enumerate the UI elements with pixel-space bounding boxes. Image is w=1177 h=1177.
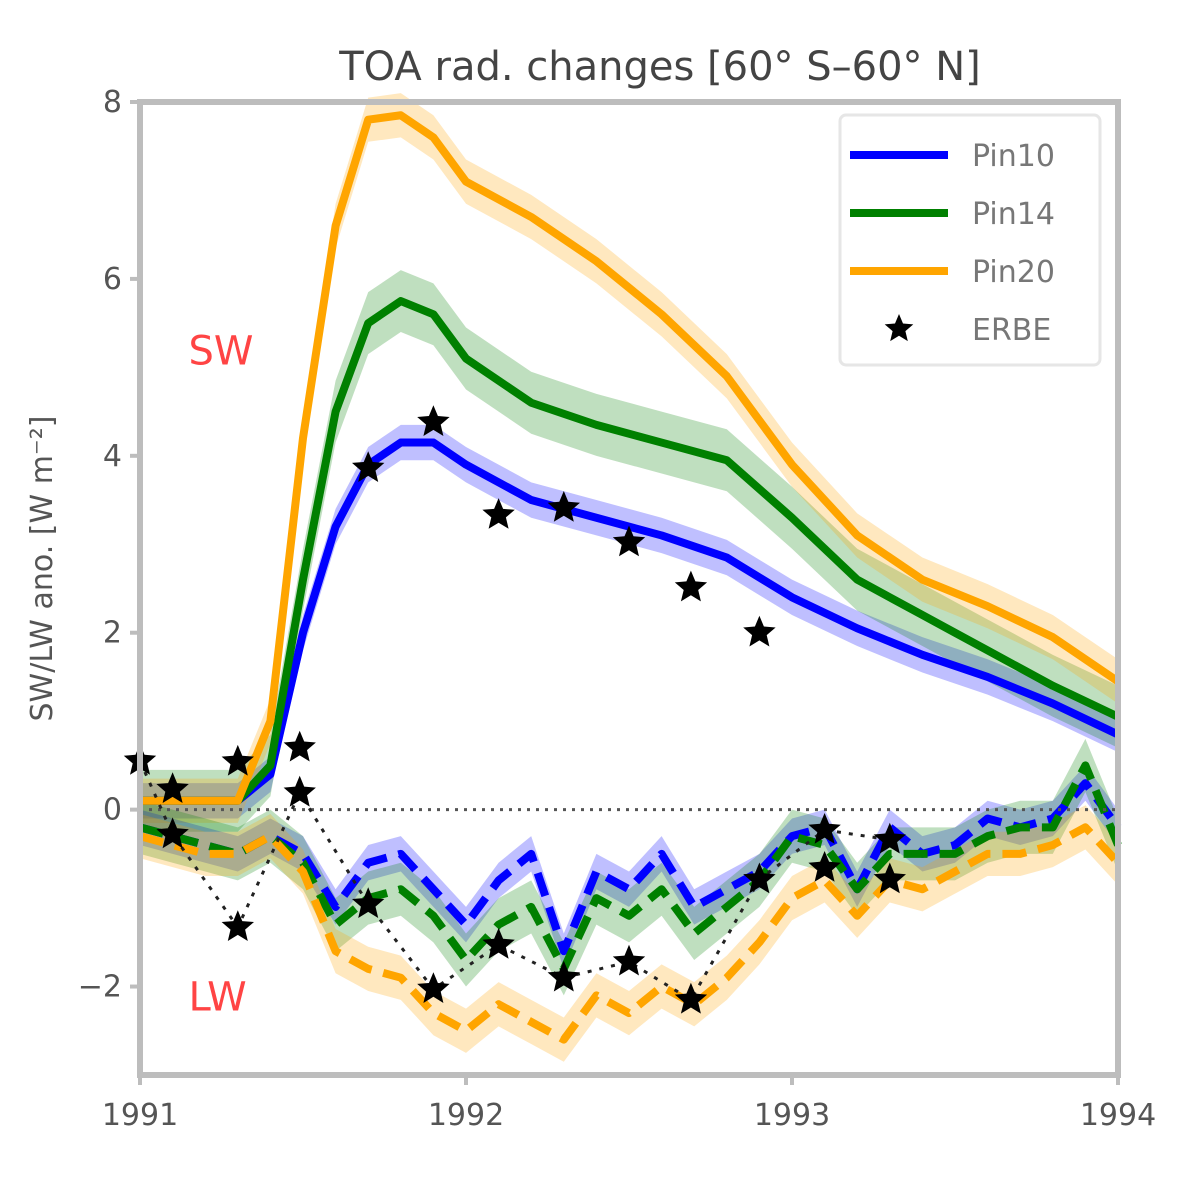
erbe-point [417, 972, 450, 1003]
erbe-point [808, 851, 841, 882]
erbe-point [283, 775, 316, 807]
erbe-point [547, 960, 580, 992]
erbe-point [417, 405, 450, 436]
erbe-point [674, 982, 708, 1014]
erbe-point [547, 491, 580, 522]
band-pin14-lw [140, 738, 1118, 996]
x-tick-label: 1993 [754, 1098, 830, 1133]
axis-ticks: 1991 1992 1993 1994 −2 0 2 4 6 8 [78, 85, 1156, 1133]
y-tick-label: 0 [103, 793, 122, 828]
erbe-point [808, 813, 841, 844]
y-axis-label: SW/LW ano. [W m⁻²] [25, 416, 60, 722]
erbe-point [743, 862, 776, 894]
annotation-lw: LW [188, 974, 246, 1020]
legend: Pin10 Pin14 Pin20 ERBE [838, 113, 1102, 367]
erbe-point [612, 944, 646, 976]
y-tick-label: 4 [103, 439, 122, 474]
annotation-sw: SW [188, 329, 253, 375]
legend-label-pin14: Pin14 [972, 197, 1055, 232]
line-pin14-lw [138, 761, 1122, 973]
erbe-point [482, 498, 515, 529]
erbe-markers [123, 405, 906, 1014]
x-tick-label: 1991 [102, 1098, 178, 1133]
chart-title: TOA rad. changes [60° S–60° N] [338, 44, 981, 90]
erbe-point [156, 817, 189, 849]
legend-label-pin10: Pin10 [972, 139, 1055, 174]
erbe-point [352, 451, 385, 482]
erbe-point [352, 887, 385, 918]
x-tick-label: 1994 [1080, 1098, 1156, 1133]
y-tick-label: 8 [103, 85, 122, 120]
erbe-point [482, 928, 515, 959]
line-pin14 [140, 297, 1120, 805]
series-lines [138, 111, 1122, 1044]
erbe-point [873, 822, 906, 854]
y-tick-label: 2 [103, 616, 122, 651]
erbe-point [612, 525, 646, 557]
erbe-point [743, 615, 776, 647]
erbe-point [221, 744, 254, 776]
erbe-point [221, 910, 254, 941]
erbe-point [873, 862, 906, 894]
x-tick-label: 1992 [428, 1098, 504, 1133]
erbe-point [674, 570, 708, 602]
band-pin14 [140, 270, 1118, 832]
plot-frame [137, 99, 1121, 1078]
erbe-point [156, 772, 189, 803]
line-pin10-lw [138, 779, 1122, 956]
y-tick-label: 6 [103, 262, 122, 297]
legend-label-pin20: Pin20 [972, 255, 1055, 290]
erbe-point [283, 730, 316, 762]
y-tick-label: −2 [78, 970, 122, 1005]
band-pin10-lw [140, 765, 1118, 969]
line-pin20 [140, 111, 1121, 805]
legend-label-erbe: ERBE [972, 313, 1051, 348]
legend-swatch-erbe [884, 314, 914, 342]
line-pin20-lw [138, 823, 1121, 1044]
legend-box [838, 113, 1102, 367]
